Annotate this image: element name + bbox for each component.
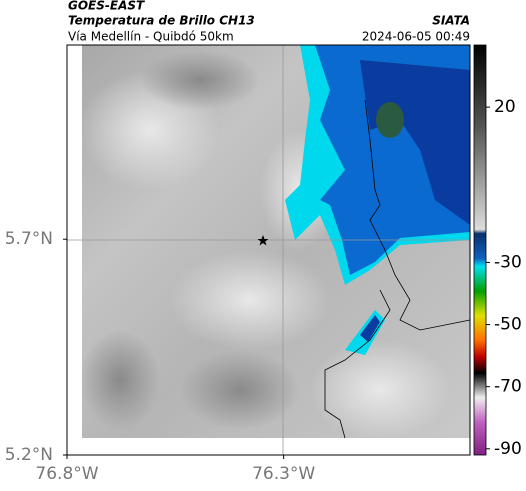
route: Vía Medellín - Quibdó 50km — [68, 30, 234, 44]
colorbar — [473, 44, 487, 456]
map-frame — [66, 44, 471, 456]
source: GOES-EAST — [68, 0, 145, 13]
satellite-image — [67, 45, 471, 455]
x-tick-label: 76.8°W — [35, 464, 98, 484]
colorbar-tick-label: -30 — [494, 252, 522, 272]
colorbar-tick-label: -70 — [494, 377, 522, 397]
product: Temperatura de Brillo CH13 — [68, 14, 255, 28]
colorbar-tick-label: 20 — [494, 97, 516, 117]
datetime: 2024-06-05 00:49 — [362, 30, 470, 44]
y-tick-label: 5.7°N — [5, 229, 53, 249]
colorbar-tick-label: -90 — [494, 439, 522, 459]
colorbar-tick-label: -50 — [494, 315, 522, 335]
org: SIATA — [432, 14, 470, 28]
y-tick-label: 5.2°N — [5, 445, 53, 465]
x-tick-label: 76.3°W — [252, 464, 315, 484]
